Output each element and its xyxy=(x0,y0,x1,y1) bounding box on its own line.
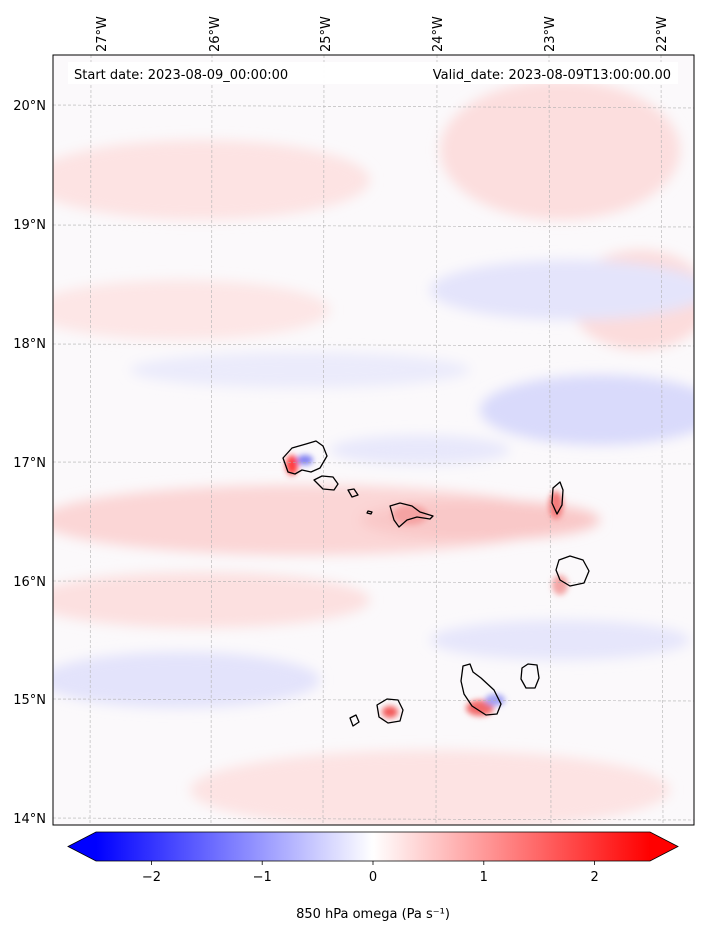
map-panel: Start date: 2023-08-09_00:00:00 Valid_da… xyxy=(52,54,695,826)
lat-label-16n: 16°N xyxy=(13,575,46,590)
colorbar-tick-label: −1 xyxy=(253,870,272,885)
lat-label-17n: 17°N xyxy=(13,456,46,471)
lat-label-20n: 20°N xyxy=(13,99,46,114)
positive-band-bottom xyxy=(190,750,670,825)
parallel-16n xyxy=(52,580,695,584)
positive-band-northeast xyxy=(440,80,680,220)
parallel-14n xyxy=(52,817,695,821)
parallel-20n xyxy=(52,104,695,109)
lat-label-19n: 19°N xyxy=(13,218,46,233)
colorbar-outline xyxy=(67,831,679,862)
strong-ascent-cell-1 xyxy=(286,455,298,475)
island-maio xyxy=(520,663,540,689)
lat-label-18n: 18°N xyxy=(13,337,46,352)
island-raso xyxy=(366,510,373,515)
lon-label-22w: 22°W xyxy=(655,16,670,52)
lat-label-14n: 14°N xyxy=(13,812,46,827)
strong-descent-cell-2 xyxy=(485,694,505,706)
island-brava xyxy=(349,714,360,727)
positive-band-south xyxy=(53,572,370,628)
parallel-17n xyxy=(52,461,695,465)
parallel-18n xyxy=(52,343,695,347)
start-date-label: Start date: 2023-08-09_00:00:00 xyxy=(74,68,288,83)
parallel-15n xyxy=(52,698,695,702)
island-santa-luzia xyxy=(347,488,359,498)
moderate-ascent-cell xyxy=(392,505,428,525)
meridian-24w xyxy=(435,54,438,826)
lat-label-15n: 15°N xyxy=(13,693,46,708)
island-sao-nicolau xyxy=(389,502,434,528)
island-santiago xyxy=(460,663,502,716)
meridian-22w xyxy=(660,54,664,826)
lon-label-25w: 25°W xyxy=(319,16,334,52)
island-boa-vista xyxy=(555,555,590,587)
map-gridlines xyxy=(52,54,695,826)
positive-band-north xyxy=(53,140,370,220)
colorbar-tick-label: 2 xyxy=(590,870,598,885)
latitude-labels: 20°N 19°N 18°N 17°N 16°N 15°N 14°N xyxy=(13,99,46,827)
island-sal xyxy=(551,481,564,515)
island-sao-vicente xyxy=(313,475,339,491)
omega-anomaly-patches xyxy=(53,80,694,825)
colorbar-min-extend xyxy=(68,832,96,861)
colorbar-gradient xyxy=(96,832,650,861)
lon-label-26w: 26°W xyxy=(208,16,223,52)
meridian-23w xyxy=(548,54,552,826)
meridian-25w xyxy=(322,54,325,826)
strong-descent-cell-1 xyxy=(297,455,313,465)
omega-field xyxy=(53,80,694,825)
colorbar-ticks: −2 −1 0 1 2 xyxy=(142,861,599,885)
lon-label-24w: 24°W xyxy=(431,16,446,52)
negative-band-center xyxy=(330,435,510,465)
strong-ascent-cell-2 xyxy=(549,491,563,519)
island-fogo xyxy=(376,698,404,724)
colorbar-label: 850 hPa omega (Pa s⁻¹) xyxy=(296,907,450,922)
negative-band-east xyxy=(480,375,694,445)
header-background xyxy=(68,62,678,84)
colorbar-tick-label: 0 xyxy=(369,870,377,885)
map-frame xyxy=(52,54,695,826)
colorbar-max-extend xyxy=(650,832,678,861)
meridian-27w xyxy=(89,54,92,826)
negative-band-southeast xyxy=(430,620,690,660)
positive-band-mid xyxy=(53,280,330,340)
island-santo-antao xyxy=(282,440,328,475)
lon-label-27w: 27°W xyxy=(95,16,110,52)
strong-ascent-cell-4 xyxy=(382,706,398,718)
negative-band-north xyxy=(430,260,694,320)
colorbar-tick-label: −2 xyxy=(142,870,161,885)
strong-ascent-cell-3 xyxy=(466,700,494,716)
parallel-19n xyxy=(52,224,695,228)
negative-band-mid xyxy=(130,352,470,388)
meridian-26w xyxy=(210,54,213,826)
moderate-ascent-cell-2 xyxy=(552,575,568,595)
longitude-labels: 27°W 26°W 25°W 24°W 23°W 22°W xyxy=(95,16,670,52)
negative-band-south xyxy=(53,652,320,708)
valid-date-label: Valid_date: 2023-08-09T13:00:00.00 xyxy=(433,68,671,83)
coastlines xyxy=(282,440,590,727)
colorbar-tick-label: 1 xyxy=(480,870,488,885)
lon-label-23w: 23°W xyxy=(543,16,558,52)
colorbar: −2 −1 0 1 2 850 hPa omega (Pa s⁻¹) xyxy=(67,831,679,922)
